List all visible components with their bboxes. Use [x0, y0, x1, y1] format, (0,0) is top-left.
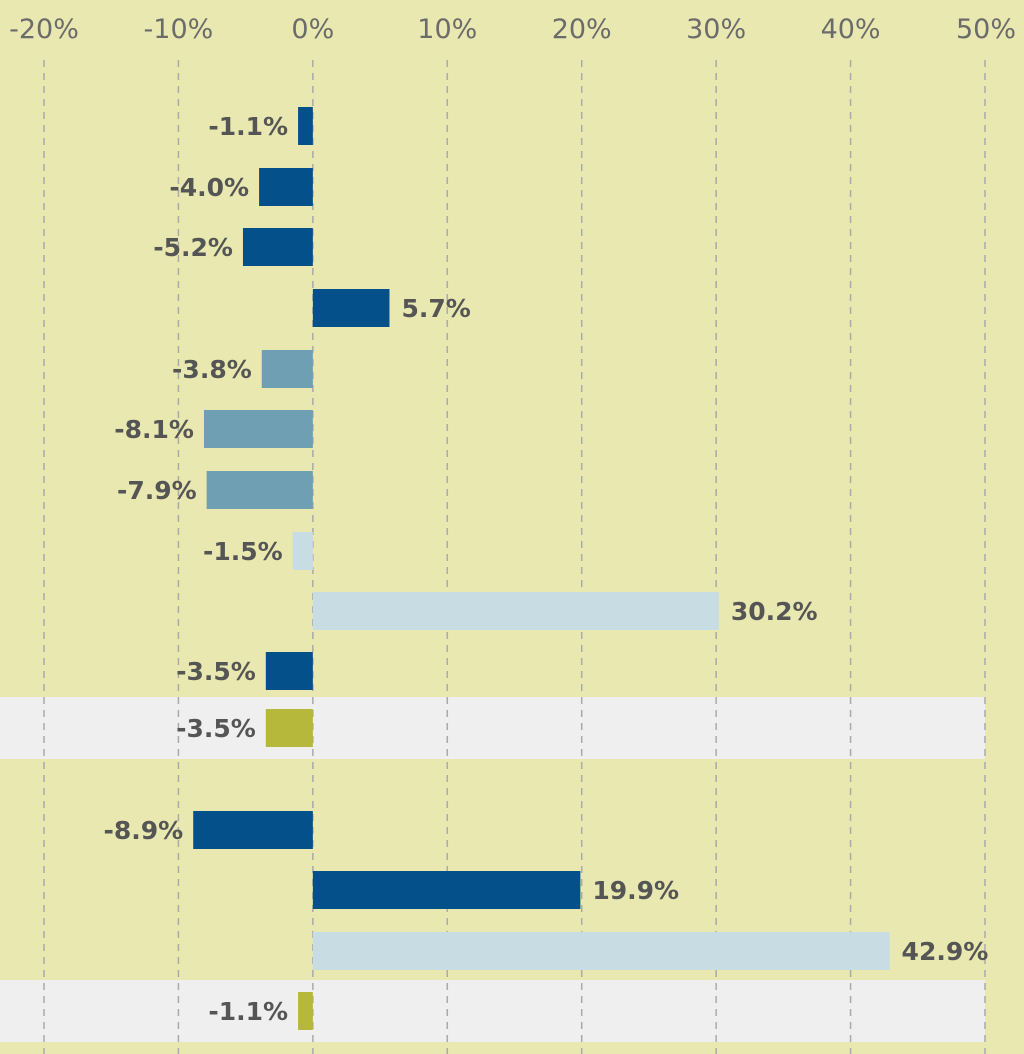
bar-value-label: -5.2%	[153, 233, 233, 262]
bar-value-label: -3.5%	[176, 714, 256, 743]
x-tick-label: 50%	[956, 14, 1016, 45]
highlight-bands	[0, 697, 985, 1042]
bars	[193, 107, 890, 1030]
bar-value-label: -4.0%	[169, 173, 249, 202]
bar	[242, 228, 313, 266]
bar-value-label: -8.9%	[103, 816, 183, 845]
bar	[265, 709, 313, 747]
bar	[298, 992, 313, 1030]
bar	[312, 289, 390, 327]
x-tick-label: 20%	[552, 14, 612, 45]
bar-value-label: -1.5%	[203, 537, 283, 566]
bar-value-label: -1.1%	[208, 112, 288, 141]
x-tick-label: 40%	[821, 14, 881, 45]
bar	[298, 107, 313, 145]
x-tick-label: 30%	[686, 14, 746, 45]
highlight-band	[0, 697, 985, 759]
bar	[312, 871, 581, 909]
x-tick-label: -10%	[144, 14, 214, 45]
x-axis-ticks: -20% -10% 0% 10% 20% 30% 40% 50%	[9, 14, 1016, 45]
bar	[265, 652, 313, 690]
bar-value-label: 30.2%	[731, 597, 818, 626]
bar-value-label: -3.5%	[176, 657, 256, 686]
highlight-band	[0, 980, 985, 1042]
bar-value-label: -7.9%	[117, 476, 197, 505]
bar-value-label: -8.1%	[114, 415, 194, 444]
bar-value-label: -3.8%	[172, 355, 252, 384]
bar-value-label: 19.9%	[592, 876, 679, 905]
x-tick-label: 10%	[417, 14, 477, 45]
bar-value-label: -1.1%	[208, 997, 288, 1026]
bar-value-label: 42.9%	[902, 937, 989, 966]
bar-value-label: 5.7%	[401, 294, 470, 323]
x-tick-label: 0%	[291, 14, 334, 45]
bar	[259, 168, 313, 206]
bar	[312, 592, 719, 630]
value-labels: -1.1% -4.0% -5.2% 5.7% -3.8% -8.1% -7.9% -1.5% 3…	[103, 112, 988, 1026]
bar	[203, 410, 313, 448]
bar	[261, 350, 313, 388]
bar	[206, 471, 313, 509]
bar	[312, 932, 890, 970]
bar	[292, 532, 313, 570]
x-tick-label: -20%	[9, 14, 79, 45]
bar	[193, 811, 313, 849]
